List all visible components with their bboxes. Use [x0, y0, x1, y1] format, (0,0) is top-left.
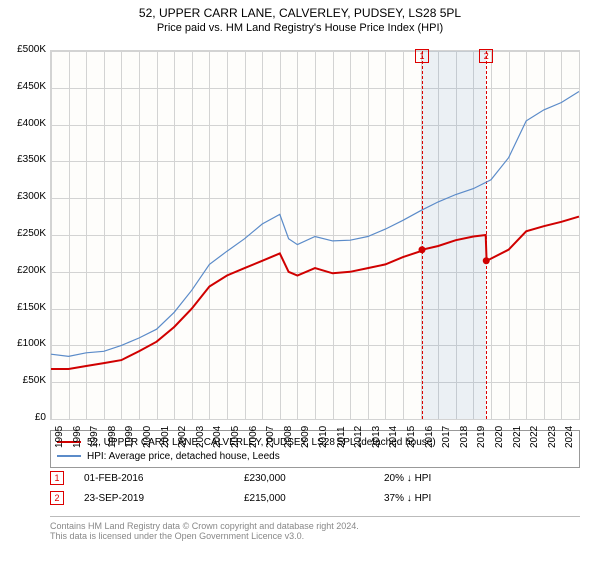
sale-delta: 37% ↓ HPI — [384, 493, 431, 504]
chart-title: 52, UPPER CARR LANE, CALVERLEY, PUDSEY, … — [0, 6, 600, 20]
x-tick-label: 2017 — [441, 426, 452, 448]
sale-date: 01-FEB-2016 — [84, 473, 194, 484]
sale-price: £215,000 — [244, 493, 334, 504]
y-tick-label: £500K — [0, 44, 46, 55]
x-tick-label: 1997 — [89, 426, 100, 448]
y-tick-label: £150K — [0, 302, 46, 313]
chart-subtitle: Price paid vs. HM Land Registry's House … — [0, 22, 600, 34]
x-tick-label: 2001 — [160, 426, 171, 448]
y-tick-label: £350K — [0, 154, 46, 165]
x-tick-label: 2010 — [318, 426, 329, 448]
sale-point — [483, 257, 490, 264]
legend-swatch — [57, 455, 81, 457]
gridline-y — [51, 419, 579, 420]
chart-plot-area: 12 — [50, 50, 580, 420]
y-tick-label: £0 — [0, 412, 46, 423]
sale-row: 1 01-FEB-2016 £230,000 20% ↓ HPI — [50, 468, 580, 488]
sale-delta: 20% ↓ HPI — [384, 473, 431, 484]
y-tick-label: £100K — [0, 338, 46, 349]
sale-date: 23-SEP-2019 — [84, 493, 194, 504]
sale-price: £230,000 — [244, 473, 334, 484]
sale-row: 2 23-SEP-2019 £215,000 37% ↓ HPI — [50, 488, 580, 508]
x-tick-label: 2005 — [230, 426, 241, 448]
sale-marker-icon: 2 — [50, 491, 64, 505]
x-tick-label: 2007 — [265, 426, 276, 448]
y-tick-label: £400K — [0, 118, 46, 129]
x-tick-label: 1998 — [107, 426, 118, 448]
y-tick-label: £250K — [0, 228, 46, 239]
x-tick-label: 2018 — [459, 426, 470, 448]
x-tick-label: 2014 — [388, 426, 399, 448]
x-tick-label: 2024 — [564, 426, 575, 448]
x-tick-label: 2020 — [494, 426, 505, 448]
x-tick-label: 2004 — [212, 426, 223, 448]
sales-table: 1 01-FEB-2016 £230,000 20% ↓ HPI 2 23-SEP-201… — [50, 468, 580, 508]
y-tick-label: £450K — [0, 81, 46, 92]
x-tick-label: 2008 — [283, 426, 294, 448]
chart-svg — [51, 51, 579, 419]
x-tick-label: 2002 — [177, 426, 188, 448]
footer-attribution: Contains HM Land Registry data © Crown c… — [50, 516, 580, 541]
x-tick-label: 1995 — [54, 426, 65, 448]
x-tick-label: 1999 — [124, 426, 135, 448]
x-tick-label: 2000 — [142, 426, 153, 448]
sale-marker-icon: 1 — [50, 471, 64, 485]
x-tick-label: 2006 — [248, 426, 259, 448]
x-tick-label: 2009 — [300, 426, 311, 448]
x-tick-label: 2016 — [424, 426, 435, 448]
legend-row: HPI: Average price, detached house, Leed… — [57, 449, 573, 463]
x-tick-label: 2021 — [512, 426, 523, 448]
x-tick-label: 2012 — [353, 426, 364, 448]
legend-label: HPI: Average price, detached house, Leed… — [87, 451, 280, 462]
x-tick-label: 2003 — [195, 426, 206, 448]
series-line-property — [51, 217, 579, 369]
footer-line1: Contains HM Land Registry data © Crown c… — [50, 521, 580, 531]
y-tick-label: £300K — [0, 191, 46, 202]
footer-line2: This data is licensed under the Open Gov… — [50, 531, 580, 541]
x-tick-label: 2023 — [547, 426, 558, 448]
y-tick-label: £200K — [0, 265, 46, 276]
x-tick-label: 2022 — [529, 426, 540, 448]
series-line-hpi — [51, 92, 579, 357]
x-tick-label: 2013 — [371, 426, 382, 448]
x-tick-label: 2011 — [336, 426, 347, 448]
x-tick-label: 2015 — [406, 426, 417, 448]
sale-point — [419, 246, 426, 253]
x-tick-label: 2019 — [476, 426, 487, 448]
y-tick-label: £50K — [0, 375, 46, 386]
x-tick-label: 1996 — [72, 426, 83, 448]
legend-label: 52, UPPER CARR LANE, CALVERLEY, PUDSEY, … — [87, 437, 436, 448]
